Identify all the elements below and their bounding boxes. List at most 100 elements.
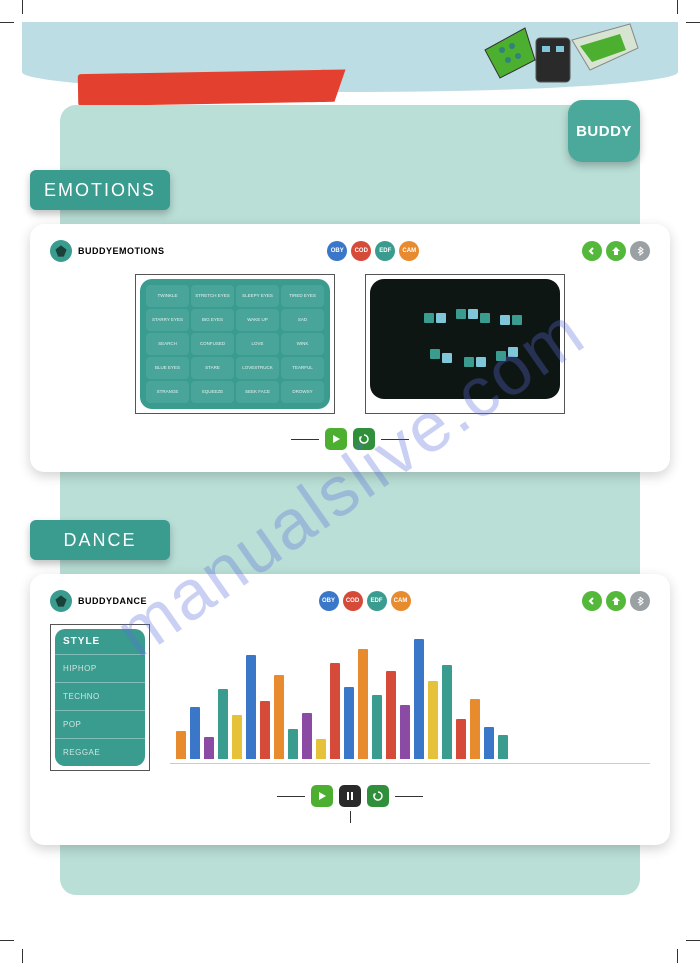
equalizer-bar: [330, 663, 340, 759]
pixel: [496, 351, 506, 361]
mode-chip[interactable]: OBY: [319, 591, 339, 611]
dance-tab-label: DANCE: [63, 530, 136, 551]
equalizer-bar: [288, 729, 298, 759]
logo-text: BUDDYEMOTIONS: [78, 246, 165, 256]
equalizer-bar: [470, 699, 480, 759]
panel-header: BUDDYEMOTIONS OBYCODEDFCAM: [50, 240, 650, 262]
pixel: [480, 313, 490, 323]
emotion-grid-frame: TWINKLESTRETCH EYESSLEEPY EYESTIRED EYES…: [135, 274, 335, 414]
equalizer-bar: [414, 639, 424, 759]
emotion-cell[interactable]: BIG EYES: [191, 309, 234, 331]
emotion-cell[interactable]: SEEK FACE: [236, 381, 279, 403]
pixel-screen-frame: [365, 274, 565, 414]
emotion-grid: TWINKLESTRETCH EYESSLEEPY EYESTIRED EYES…: [140, 279, 330, 409]
pixel: [508, 347, 518, 357]
divider: [381, 439, 409, 440]
style-item[interactable]: TECHNO: [55, 683, 145, 711]
style-item[interactable]: HIPHOP: [55, 655, 145, 683]
back-button[interactable]: [582, 591, 602, 611]
crop-mark: [686, 940, 700, 941]
crop-mark: [686, 22, 700, 23]
emotions-section: EMOTIONS BUDDYEMOTIONS OBYCODEDFCAM TWIN…: [0, 170, 700, 472]
pixel: [468, 309, 478, 319]
back-button[interactable]: [582, 241, 602, 261]
panel-header: BUDDYDANCE OBYCODEDFCAM: [50, 590, 650, 612]
emotion-cell[interactable]: SQUEEZE: [191, 381, 234, 403]
emotion-cell[interactable]: WINK: [281, 333, 324, 355]
equalizer-bar: [386, 671, 396, 759]
mode-chips: OBYCODEDFCAM: [319, 591, 411, 611]
emotions-body: TWINKLESTRETCH EYESSLEEPY EYESTIRED EYES…: [50, 274, 650, 414]
style-frame: STYLEHIPHOPTECHNOPOPREGGAE: [50, 624, 150, 771]
equalizer-bar: [260, 701, 270, 759]
emotion-cell[interactable]: STRANGE: [146, 381, 189, 403]
equalizer-bar: [372, 695, 382, 759]
emotion-cell[interactable]: STRETCH EYES: [191, 285, 234, 307]
play-button[interactable]: [311, 785, 333, 807]
equalizer-bar: [456, 719, 466, 759]
equalizer-bar: [358, 649, 368, 759]
control-row: [50, 785, 650, 807]
emotion-cell[interactable]: BLUE EYES: [146, 357, 189, 379]
equalizer-bar: [190, 707, 200, 759]
pixel: [456, 309, 466, 319]
emotion-cell[interactable]: TIRED EYES: [281, 285, 324, 307]
home-button[interactable]: [606, 591, 626, 611]
home-button[interactable]: [606, 241, 626, 261]
play-button[interactable]: [325, 428, 347, 450]
emotion-cell[interactable]: LOVESTRUCK: [236, 357, 279, 379]
bluetooth-button[interactable]: [630, 591, 650, 611]
buddy-badge-label: BUDDY: [576, 123, 632, 140]
emotion-cell[interactable]: WAKE UP: [236, 309, 279, 331]
equalizer-bar: [316, 739, 326, 759]
refresh-button[interactable]: [353, 428, 375, 450]
pixel: [436, 313, 446, 323]
refresh-button[interactable]: [367, 785, 389, 807]
buddy-badge: BUDDY: [568, 100, 640, 162]
emotion-cell[interactable]: STARRY EYES: [146, 309, 189, 331]
mode-chip[interactable]: CAM: [399, 241, 419, 261]
emotion-cell[interactable]: LOVE: [236, 333, 279, 355]
style-item[interactable]: REGGAE: [55, 739, 145, 766]
emotion-cell[interactable]: SEARCH: [146, 333, 189, 355]
mode-chip[interactable]: OBY: [327, 241, 347, 261]
emotions-tab: EMOTIONS: [30, 170, 170, 210]
emotion-cell[interactable]: TWINKLE: [146, 285, 189, 307]
bluetooth-button[interactable]: [630, 241, 650, 261]
emotions-tab-label: EMOTIONS: [44, 180, 156, 201]
equalizer-bar: [246, 655, 256, 759]
logo-group: BUDDYEMOTIONS: [50, 240, 165, 262]
control-row: [50, 428, 650, 450]
equalizer-bar: [344, 687, 354, 759]
style-item[interactable]: POP: [55, 711, 145, 739]
logo-icon: [50, 240, 72, 262]
pixel: [442, 353, 452, 363]
dance-body: STYLEHIPHOPTECHNOPOPREGGAE: [50, 624, 650, 771]
equalizer-bar: [218, 689, 228, 759]
emotion-cell[interactable]: SAD: [281, 309, 324, 331]
emotion-cell[interactable]: CONFUSED: [191, 333, 234, 355]
emotion-cell[interactable]: STARE: [191, 357, 234, 379]
pixel: [464, 357, 474, 367]
equalizer-bar: [176, 731, 186, 759]
equalizer-bar: [428, 681, 438, 759]
emotion-cell[interactable]: DROWSY: [281, 381, 324, 403]
nav-group: [582, 241, 650, 261]
mode-chip[interactable]: COD: [351, 241, 371, 261]
equalizer-chart: [170, 624, 650, 764]
emotion-cell[interactable]: TEARFUL: [281, 357, 324, 379]
equalizer-bar: [274, 675, 284, 759]
pause-button[interactable]: [339, 785, 361, 807]
crop-mark: [0, 22, 14, 23]
crop-mark: [22, 949, 23, 963]
crop-mark: [677, 0, 678, 14]
pixel-screen: [370, 279, 560, 399]
mode-chip[interactable]: EDF: [375, 241, 395, 261]
equalizer-bar: [302, 713, 312, 759]
emotion-cell[interactable]: SLEEPY EYES: [236, 285, 279, 307]
emotions-panel: BUDDYEMOTIONS OBYCODEDFCAM TWINKLESTRETC…: [30, 224, 670, 472]
mode-chip[interactable]: EDF: [367, 591, 387, 611]
mode-chip[interactable]: CAM: [391, 591, 411, 611]
equalizer-bar: [442, 665, 452, 759]
mode-chip[interactable]: COD: [343, 591, 363, 611]
